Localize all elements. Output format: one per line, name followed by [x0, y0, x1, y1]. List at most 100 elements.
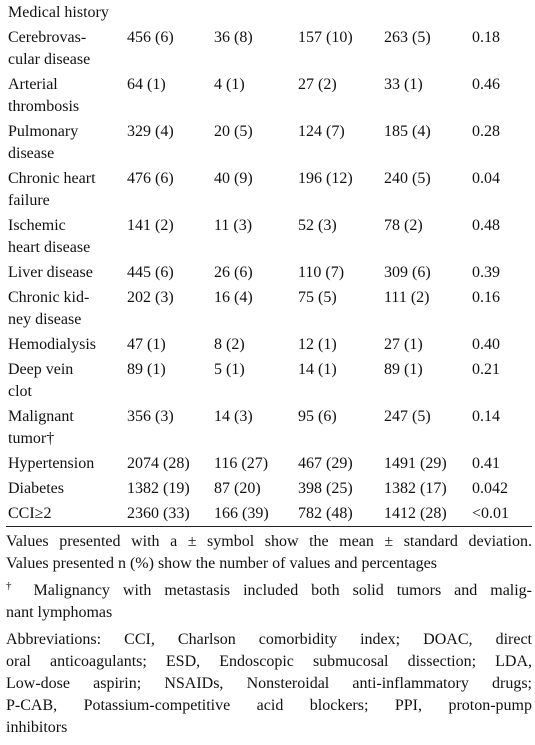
cell: 0.40 [472, 335, 500, 353]
cell: 356 (3) [127, 407, 174, 425]
cell: 240 (5) [384, 169, 431, 187]
table-row: Malignant tumor† 356 (3) 14 (3) 95 (6) 247 (… [6, 404, 532, 451]
table-row: Liver disease 445 (6) 26 (6) 110 (7) 309 (6)… [6, 260, 532, 285]
table: Medical history Cerebrovas- cular diseas… [6, 0, 532, 527]
footnote-text: oral anticoagulants; ESD, Endoscopic sub… [6, 653, 532, 670]
cell: 247 (5) [384, 407, 431, 425]
row-label: Cerebrovas- cular disease [8, 28, 91, 68]
footnote-text: Malignancy with metastasis included both… [33, 582, 533, 599]
cell: 64 (1) [127, 75, 166, 93]
footnote-text: Low-dose aspirin; NSAIDs, Nonsteroidal a… [6, 675, 532, 692]
cell: 467 (29) [298, 454, 353, 472]
cell: 0.042 [472, 479, 508, 497]
cell: 89 (1) [384, 360, 423, 378]
cell: 52 (3) [298, 216, 337, 234]
cell: 0.28 [472, 122, 500, 140]
cell: 33 (1) [384, 75, 423, 93]
row-label: Arterial thrombosis [8, 75, 80, 115]
cell: 782 (48) [298, 504, 353, 522]
cell: 116 (27) [214, 454, 269, 472]
footnote: Abbreviations: CCI, Charlson comorbidity… [6, 629, 532, 739]
footnote-line: P-CAB, Potassium-competitive acid blocke… [6, 695, 532, 717]
cell: 1382 (17) [384, 479, 447, 497]
cell: 47 (1) [127, 335, 166, 353]
cell: 124 (7) [298, 122, 345, 140]
table-row: CCI≥2 2360 (33) 166 (39) 782 (48) 1412 (28) <… [6, 501, 532, 527]
section-title: Medical history [8, 3, 109, 21]
cell: 456 (6) [127, 28, 174, 46]
cell: 196 (12) [298, 169, 353, 187]
cell: 2360 (33) [127, 504, 190, 522]
cell: 166 (39) [214, 504, 269, 522]
cell: 0.16 [472, 288, 500, 306]
footnote-text: P-CAB, Potassium-competitive acid blocke… [6, 697, 532, 714]
cell: 1382 (19) [127, 479, 190, 497]
cell: 11 (3) [214, 216, 253, 234]
cell: 0.39 [472, 263, 500, 281]
table-row: Chronic kid- ney disease 202 (3) 16 (4) 75 … [6, 285, 532, 332]
footnote-line: Low-dose aspirin; NSAIDs, Nonsteroidal a… [6, 673, 532, 695]
table-row: Chronic heart failure 476 (6) 40 (9) 196 (1… [6, 166, 532, 213]
footnote-line: † Malignancy with metastasis included bo… [6, 580, 532, 602]
cell: 329 (4) [127, 122, 174, 140]
row-label: Hypertension [8, 454, 95, 472]
footnote-text: Abbreviations: CCI, Charlson comorbidity… [6, 631, 532, 648]
footnote-line: nant lymphomas [6, 602, 532, 624]
cell: 75 (5) [298, 288, 337, 306]
row-label: Deep vein clot [8, 360, 74, 400]
cell: 0.46 [472, 75, 500, 93]
cell: 0.21 [472, 360, 500, 378]
cell: 476 (6) [127, 169, 174, 187]
cell: 0.18 [472, 28, 500, 46]
row-label: Malignant tumor† [8, 407, 74, 447]
row-label: Ischemic heart disease [8, 216, 91, 256]
cell: 5 (1) [214, 360, 245, 378]
table-row: Hypertension 2074 (28) 116 (27) 467 (29) 149… [6, 451, 532, 476]
section-row: Medical history [6, 0, 532, 25]
cell: 0.41 [472, 454, 500, 472]
table-row: Deep vein clot 89 (1) 5 (1) 14 (1) 89 (1) 0.2… [6, 357, 532, 404]
footnote-line: inhibitors [6, 717, 532, 739]
footnote: † Malignancy with metastasis included bo… [6, 580, 532, 624]
row-label: Pulmonary disease [8, 122, 79, 162]
cell: 111 (2) [384, 288, 430, 306]
cell: 0.48 [472, 216, 500, 234]
cell: 27 (1) [384, 335, 423, 353]
table-row: Ischemic heart disease 141 (2) 11 (3) 52 (3… [6, 213, 532, 260]
table-row: Diabetes 1382 (19) 87 (20) 398 (25) 1382 (17… [6, 476, 532, 501]
cell: <0.01 [472, 504, 510, 522]
footnote-text: Values presented with a ± symbol show th… [6, 533, 532, 550]
row-label: Chronic heart failure [8, 169, 96, 209]
footnote-text: Values presented n (%) show the number o… [6, 555, 437, 572]
footnote: Values presented with a ± symbol show th… [6, 531, 532, 575]
cell: 309 (6) [384, 263, 431, 281]
table-row: Cerebrovas- cular disease 456 (6) 36 (8) 15… [6, 25, 532, 72]
footnote-line: Values presented with a ± symbol show th… [6, 531, 532, 553]
row-label: Hemodialysis [8, 335, 96, 353]
cell: 8 (2) [214, 335, 245, 353]
footnote-line: oral anticoagulants; ESD, Endoscopic sub… [6, 651, 532, 673]
table-row: Pulmonary disease 329 (4) 20 (5) 124 (7) 185… [6, 119, 532, 166]
notes: Values presented with a ± symbol show th… [6, 531, 532, 744]
cell: 157 (10) [298, 28, 353, 46]
cell: 40 (9) [214, 169, 253, 187]
cell: 89 (1) [127, 360, 166, 378]
cell: 12 (1) [298, 335, 337, 353]
row-label: CCI≥2 [8, 504, 52, 522]
cell: 1412 (28) [384, 504, 447, 522]
footnote-text: nant lymphomas [6, 604, 113, 621]
cell: 14 (1) [298, 360, 337, 378]
cell: 20 (5) [214, 122, 253, 140]
footnote-line: Abbreviations: CCI, Charlson comorbidity… [6, 629, 532, 651]
footnote-line: Values presented n (%) show the number o… [6, 553, 532, 575]
row-label: Liver disease [8, 263, 93, 281]
cell: 4 (1) [214, 75, 245, 93]
table-body: Medical history Cerebrovas- cular diseas… [6, 0, 532, 527]
row-label: Diabetes [8, 479, 64, 497]
cell: 0.14 [472, 407, 500, 425]
cell: 95 (6) [298, 407, 337, 425]
cell: 1491 (29) [384, 454, 447, 472]
row-label: Chronic kid- ney disease [8, 288, 90, 328]
footnote-mark: † [6, 580, 21, 592]
